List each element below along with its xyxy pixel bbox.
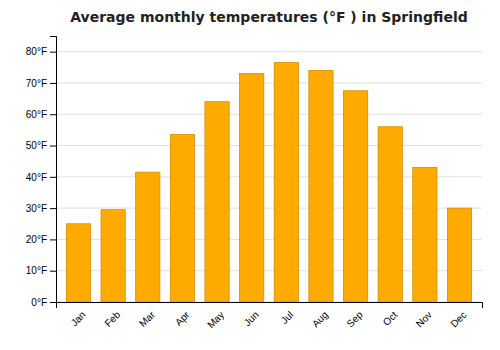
y-tick: 80°F <box>26 46 56 57</box>
grid-line <box>56 51 482 52</box>
y-tick-label: 40°F <box>26 172 47 183</box>
x-tick: Apr <box>173 309 192 328</box>
y-tick-label: 30°F <box>26 203 47 214</box>
y-tick: 10°F <box>26 265 56 276</box>
bar <box>343 91 367 302</box>
y-tick: 20°F <box>26 234 56 245</box>
x-tick-label: Dec <box>448 309 468 329</box>
bar <box>274 63 298 302</box>
bar <box>240 74 264 302</box>
y-tick-mark <box>50 146 56 147</box>
bar <box>101 210 125 302</box>
x-tick-label: Oct <box>381 309 400 328</box>
y-tick-mark <box>50 302 56 303</box>
bar <box>66 224 90 302</box>
y-axis-line <box>50 37 57 303</box>
title: Average monthly temperatures (°F ) in Sp… <box>70 9 467 25</box>
bar <box>170 135 194 302</box>
y-tick-mark <box>50 271 56 272</box>
y-tick-mark <box>50 177 56 178</box>
y-tick-label: 50°F <box>26 140 47 151</box>
x-tick: Feb <box>102 309 122 329</box>
x-tick: May <box>205 309 226 330</box>
x-tick-label: Nov <box>414 309 434 329</box>
y-tick: 50°F <box>26 140 56 151</box>
x-tick: Jul <box>279 309 296 326</box>
plot-area: 0°F 10°F 20°F 30°F 40°F 50°F 60°F 70°F 80°F Jan Fe… <box>26 37 483 331</box>
y-tick-mark <box>50 239 56 240</box>
grid-line <box>56 145 482 146</box>
x-tick-label: May <box>205 309 226 330</box>
y-tick: 60°F <box>26 109 56 120</box>
x-tick-label: Mar <box>137 309 157 329</box>
x-axis: Jan Feb Mar Apr May Jun Jul Aug Sep Oct Nov Dec <box>57 303 483 331</box>
x-axis-line <box>57 303 483 309</box>
x-tick: Nov <box>414 309 434 329</box>
x-tick-label: Apr <box>173 309 192 328</box>
x-tick-label: Jul <box>279 309 296 326</box>
y-tick-label: 10°F <box>26 265 47 276</box>
y-tick: 70°F <box>26 78 56 89</box>
y-tick-label: 60°F <box>26 109 47 120</box>
y-tick-label: 20°F <box>26 234 47 245</box>
x-tick: Jun <box>242 309 261 328</box>
bar <box>205 102 229 302</box>
y-tick-mark <box>50 114 56 115</box>
y-tick-label: 0°F <box>31 297 47 308</box>
bar <box>447 208 471 302</box>
bar <box>136 172 160 302</box>
y-tick: 40°F <box>26 172 56 183</box>
y-tick-mark <box>50 83 56 84</box>
bars <box>66 63 471 302</box>
y-axis: 0°F 10°F 20°F 30°F 40°F 50°F 60°F 70°F 80°F <box>26 37 57 308</box>
y-tick-mark <box>50 52 56 53</box>
grid-line <box>56 114 482 115</box>
x-tick: Sep <box>344 309 365 330</box>
chart-svg: 0°F 10°F 20°F 30°F 40°F 50°F 60°F 70°F 80°F Jan Fe… <box>0 0 500 350</box>
x-tick: Oct <box>381 309 400 328</box>
grid <box>56 52 482 302</box>
x-tick: Dec <box>448 309 468 329</box>
x-tick-label: Sep <box>344 309 365 330</box>
y-tick: 30°F <box>26 203 56 214</box>
x-tick-label: Feb <box>102 309 122 329</box>
x-tick: Aug <box>310 309 330 329</box>
y-tick-label: 80°F <box>26 46 47 57</box>
y-tick-label: 70°F <box>26 78 47 89</box>
y-tick-mark <box>50 208 56 209</box>
y-tick: 0°F <box>31 297 56 308</box>
grid-line <box>56 82 482 83</box>
x-tick: Jan <box>69 309 88 328</box>
x-tick-label: Aug <box>310 309 330 329</box>
x-tick-label: Jan <box>69 309 88 328</box>
bar <box>378 127 402 302</box>
bar <box>413 167 437 302</box>
x-tick: Mar <box>137 309 157 329</box>
x-tick-label: Jun <box>242 309 261 328</box>
bar <box>309 70 333 302</box>
